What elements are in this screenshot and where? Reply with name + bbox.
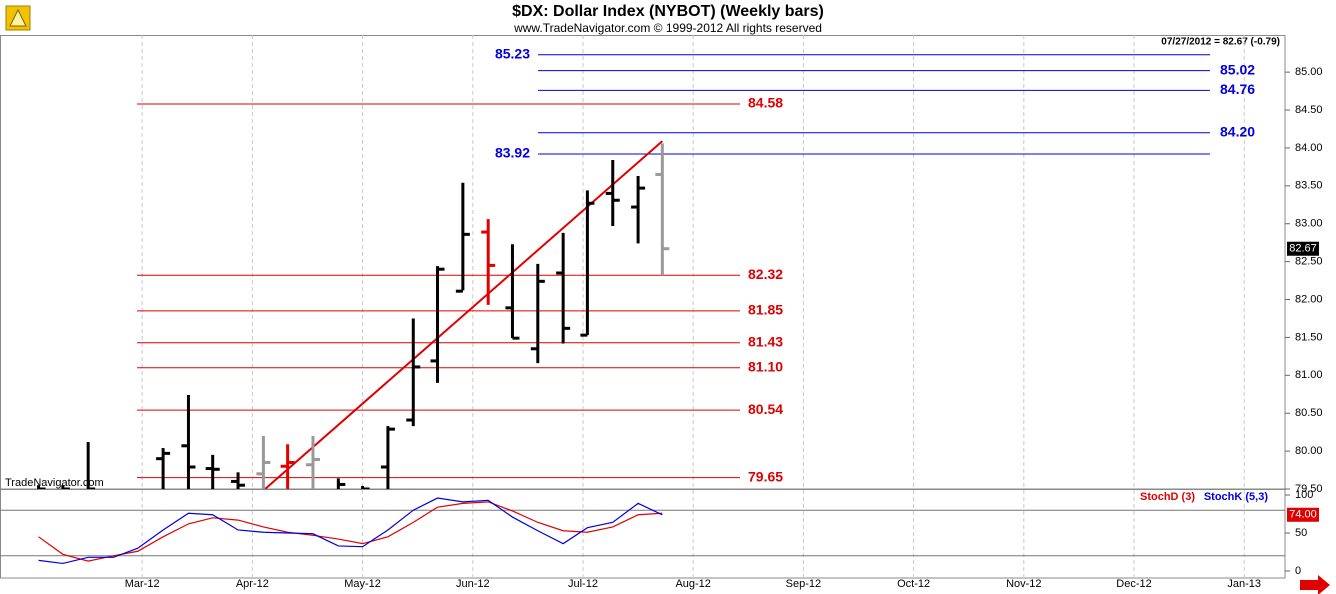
y-tick-label: 84.50 — [1295, 104, 1323, 116]
level-label: 85.02 — [1220, 61, 1255, 77]
stoch-plot — [38, 497, 663, 565]
legend-entry: StochD (3) — [1140, 491, 1195, 503]
x-tick-label: Aug-12 — [675, 578, 710, 590]
price-plot — [37, 54, 1210, 489]
x-tick-label: Sep-12 — [786, 578, 821, 590]
y-tick-label: 80.50 — [1295, 407, 1323, 419]
y-tick-label: 0 — [1295, 565, 1301, 577]
level-label: 81.85 — [748, 302, 783, 318]
level-label: 79.65 — [748, 468, 783, 484]
stoch-panel-border — [0, 489, 1286, 579]
stoch-line — [38, 497, 663, 565]
level-label: 81.10 — [748, 358, 783, 374]
level-label: 84.20 — [1220, 123, 1255, 139]
logo — [5, 5, 31, 31]
y-tick-label: 82.50 — [1295, 256, 1323, 268]
chart-title: $DX: Dollar Index (NYBOT) (Weekly bars) — [512, 3, 824, 20]
x-tick-label: Jun-12 — [456, 578, 490, 590]
y-tick-label: 83.00 — [1295, 218, 1323, 230]
watermark: TradeNavigator.com — [5, 477, 104, 489]
last-quote: 07/27/2012 = 82.67 (-0.79) — [1161, 37, 1280, 48]
trend-line — [263, 140, 663, 489]
y-tick-label: 85.00 — [1295, 66, 1323, 78]
level-label: 82.32 — [748, 266, 783, 282]
x-tick-label: Jan-13 — [1227, 578, 1261, 590]
x-tick-label: May-12 — [344, 578, 381, 590]
x-tick-label: Jul-12 — [568, 578, 598, 590]
last-value-badge — [1287, 507, 1319, 522]
y-tick-label: 84.00 — [1295, 142, 1323, 154]
level-label: 84.76 — [1220, 81, 1255, 97]
level-label: 83.92 — [495, 145, 530, 161]
y-tick-label: 81.50 — [1295, 331, 1323, 343]
legend-entry: StochK (5,3) — [1204, 491, 1269, 503]
level-label: 80.54 — [748, 401, 783, 417]
y-tick-label: 83.50 — [1295, 180, 1323, 192]
last-price-label: 82.67 — [1289, 243, 1317, 255]
y-tick-label: 81.00 — [1295, 369, 1323, 381]
scroll-arrow[interactable] — [1300, 575, 1330, 594]
x-tick-label: Dec-12 — [1116, 578, 1151, 590]
y-tick-label: 50 — [1295, 527, 1307, 539]
x-tick-label: Oct-12 — [897, 578, 930, 590]
last-value-label: 74.00 — [1289, 509, 1317, 521]
x-tick-label: Nov-12 — [1006, 578, 1041, 590]
x-tick-label: Mar-12 — [125, 578, 160, 590]
y-tick-label: 100 — [1295, 489, 1313, 501]
last-price-badge — [1287, 241, 1319, 256]
level-label: 81.43 — [748, 333, 783, 349]
x-tick-label: Apr-12 — [236, 578, 269, 590]
level-label: 84.58 — [748, 95, 783, 111]
y-tick-label: 82.00 — [1295, 293, 1323, 305]
stoch-line — [38, 501, 663, 562]
y-tick-label: 80.00 — [1295, 445, 1323, 457]
chart-subtitle: www.TradeNavigator.com © 1999-2012 All r… — [513, 21, 822, 35]
level-label: 85.23 — [495, 45, 530, 61]
y-tick-label: 79.50 — [1295, 483, 1323, 495]
